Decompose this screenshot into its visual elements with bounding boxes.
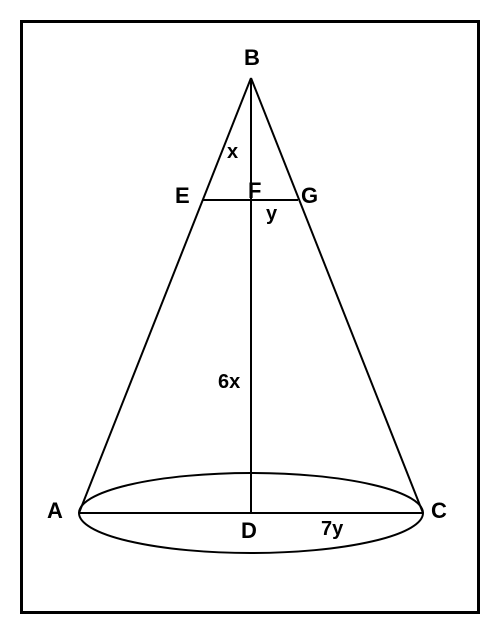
label-x: x [227, 141, 238, 164]
label-c: C [431, 498, 447, 524]
label-6x: 6x [218, 371, 240, 394]
label-d: D [241, 518, 257, 544]
label-7y: 7y [321, 518, 343, 541]
label-e: E [175, 183, 190, 209]
label-f: F [248, 178, 261, 204]
line-bc [251, 78, 423, 513]
label-y: y [266, 203, 277, 226]
label-b: B [244, 45, 260, 71]
label-a: A [47, 498, 63, 524]
label-g: G [301, 183, 318, 209]
line-ab [79, 78, 251, 513]
diagram-frame: B A C D E F G x y 6x 7y [20, 20, 480, 614]
